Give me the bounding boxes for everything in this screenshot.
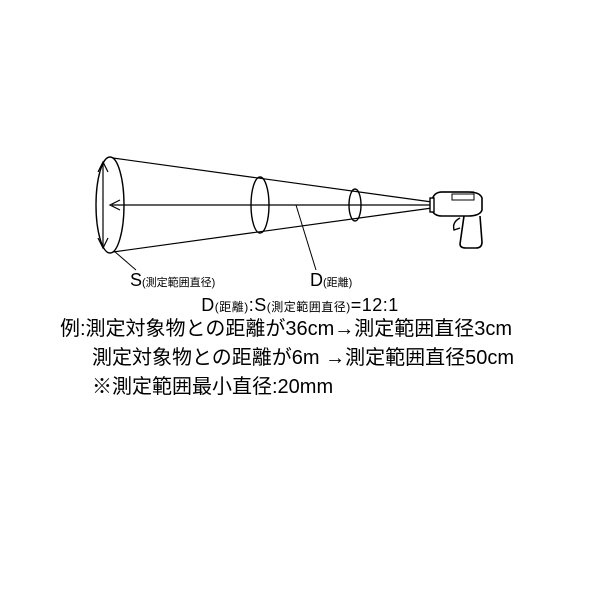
example-line-1: 例:測定対象物との距離が36cm→測定範囲直径3cm <box>60 315 580 344</box>
example-text-block: 例:測定対象物との距離が36cm→測定範囲直径3cm 測定対象物との距離が6m … <box>60 315 580 402</box>
ratio-line: D(距離):S(測定範囲直径)=12:1 <box>0 295 600 316</box>
ratio-d: D <box>201 295 215 315</box>
label-s-main: S <box>130 270 142 290</box>
ratio-s: S <box>254 295 267 315</box>
label-s-sub: (測定範囲直径) <box>142 277 215 289</box>
ratio-d-sub: (距離) <box>215 300 249 314</box>
ratio-s-sub: (測定範囲直径) <box>267 300 351 314</box>
thermometer-device-icon <box>430 192 482 248</box>
label-s: S(測定範囲直径) <box>130 270 215 291</box>
label-d: D(距離) <box>310 270 352 291</box>
ratio-tail: =12:1 <box>351 295 399 315</box>
label-d-main: D <box>310 270 323 290</box>
example-line-2: 測定対象物との距離が6m →測定範囲直径50cm <box>60 344 580 373</box>
example-line-3: ※測定範囲最小直径:20mm <box>60 373 580 402</box>
label-d-sub: (距離) <box>323 277 352 289</box>
